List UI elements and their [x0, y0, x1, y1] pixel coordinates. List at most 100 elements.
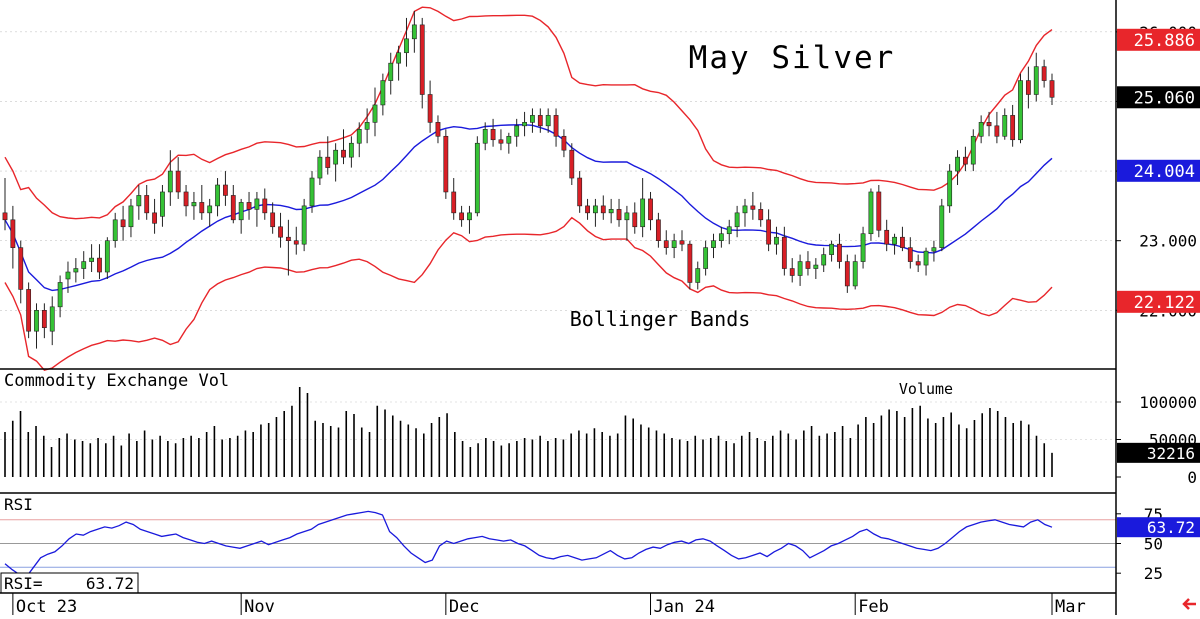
candlestick	[26, 282, 32, 339]
up-candle-body	[734, 212, 740, 228]
candlestick	[104, 237, 110, 279]
candlestick	[545, 108, 551, 133]
candlestick	[978, 115, 984, 144]
candlestick	[215, 178, 220, 217]
candlestick	[482, 122, 488, 151]
chart-title: May Silver	[689, 40, 896, 76]
candlestick	[380, 73, 386, 116]
upper-bollinger-band	[4, 6, 1053, 220]
down-candle-body	[537, 115, 543, 127]
volume-label: Volume	[899, 380, 953, 398]
down-candle-body	[325, 156, 331, 168]
candlestick	[522, 111, 527, 137]
up-candle-body	[1033, 66, 1039, 95]
candlestick	[1025, 66, 1031, 109]
up-candle-body	[301, 205, 307, 245]
candlestick	[41, 303, 47, 339]
down-candle-body	[648, 198, 653, 221]
candlestick	[931, 240, 937, 262]
candlestick	[852, 254, 858, 290]
back-arrow-icon[interactable]	[1182, 598, 1196, 610]
candlestick	[758, 202, 764, 227]
candlestick	[293, 226, 299, 255]
down-candle-body	[655, 219, 661, 241]
candlestick	[341, 129, 346, 165]
candlestick	[939, 198, 945, 252]
down-candle-body	[2, 212, 8, 221]
up-candle-body	[34, 310, 39, 332]
up-candle-body	[474, 142, 480, 214]
candlestick	[230, 185, 236, 224]
time-axis-label: Mar	[1055, 597, 1086, 615]
candlestick	[285, 219, 291, 276]
up-candle-body	[254, 198, 260, 210]
candlestick	[726, 219, 732, 245]
candlestick	[955, 150, 960, 185]
up-candle-body	[396, 52, 402, 64]
candlestick	[718, 226, 724, 248]
candlestick	[868, 188, 874, 241]
up-candle-body	[112, 219, 118, 241]
candlestick	[805, 251, 811, 276]
up-candle-body	[348, 142, 354, 158]
candlestick	[175, 157, 181, 199]
up-candle-body	[160, 191, 165, 217]
up-candle-body	[467, 212, 472, 221]
candlestick	[262, 188, 268, 220]
price-marker-box	[1117, 159, 1200, 182]
candlestick	[963, 146, 968, 172]
candlestick	[687, 240, 693, 290]
price-marker-box	[1117, 28, 1200, 51]
candlestick	[553, 108, 559, 147]
down-candle-body	[876, 191, 882, 231]
candlestick	[860, 226, 866, 269]
up-candle-body	[104, 240, 110, 273]
candlestick	[160, 185, 165, 227]
down-candle-body	[1049, 80, 1055, 98]
up-candle-body	[947, 170, 953, 207]
down-candle-body	[750, 205, 756, 210]
down-candle-body	[427, 94, 433, 123]
up-candle-body	[506, 135, 512, 144]
down-candle-body	[443, 135, 449, 193]
up-candle-body	[978, 122, 984, 137]
rsi-readout-value: 63.72	[86, 574, 134, 593]
candlestick	[97, 244, 102, 279]
up-candle-body	[742, 205, 748, 214]
price-gridlines	[0, 31, 1116, 311]
volume-marker-label: 32216	[1147, 444, 1195, 463]
down-candle-body	[270, 212, 276, 228]
candlestick	[348, 136, 354, 168]
candlestick	[900, 226, 905, 252]
down-candle-body	[766, 219, 772, 245]
candlestick	[703, 240, 709, 276]
up-candle-body	[821, 254, 827, 266]
up-candle-body	[624, 212, 630, 221]
candlestick	[254, 191, 260, 227]
candlestick	[1049, 73, 1055, 105]
candlestick	[742, 198, 748, 227]
candlestick	[530, 108, 535, 133]
down-candle-body	[18, 247, 24, 290]
candlestick	[1033, 52, 1039, 102]
up-candle-body	[136, 195, 142, 207]
candlestick	[223, 171, 228, 206]
candlestick	[734, 205, 740, 238]
down-candle-body	[915, 261, 921, 266]
down-candle-body	[577, 177, 583, 207]
up-candle-body	[372, 104, 378, 123]
down-candle-body	[10, 219, 16, 248]
candlestick	[498, 129, 504, 151]
candlestick	[884, 219, 890, 252]
down-candle-body	[459, 212, 464, 221]
rsi-line	[4, 510, 1053, 578]
candlestick	[537, 108, 543, 133]
candlestick	[844, 254, 850, 293]
down-candle-body	[152, 212, 157, 224]
candlestick	[246, 191, 252, 220]
candlestick	[892, 233, 897, 255]
volume-gridlines	[0, 401, 1116, 440]
up-candle-body	[65, 271, 71, 280]
down-candle-body	[285, 236, 291, 241]
